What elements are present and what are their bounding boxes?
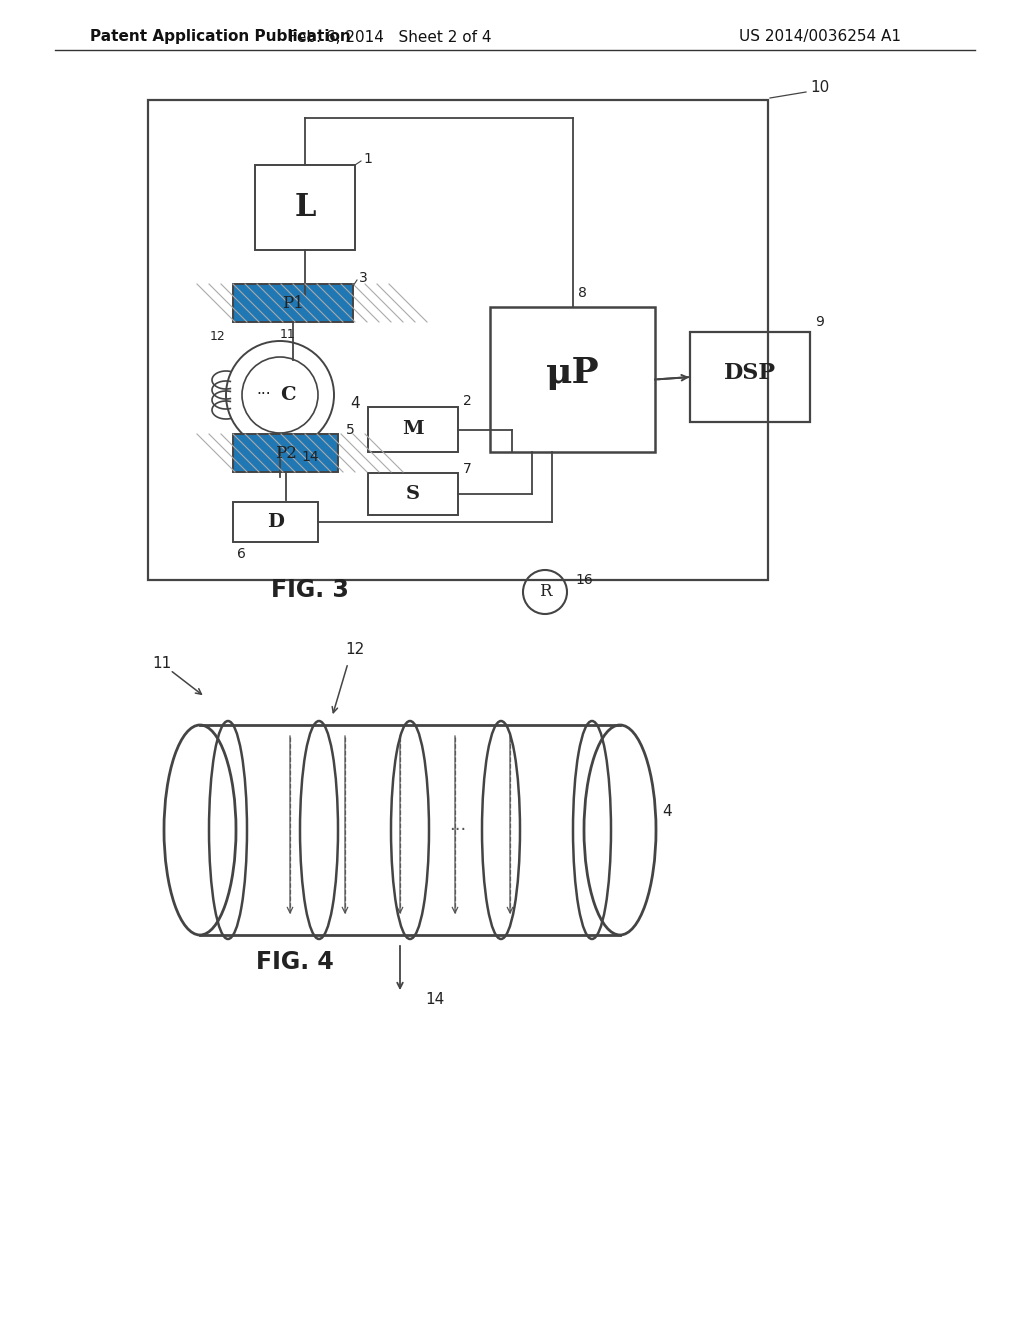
Text: 11: 11 [281, 329, 296, 342]
Text: DSP: DSP [724, 362, 776, 384]
Text: S: S [406, 484, 420, 503]
Bar [368, 473, 458, 515]
Text: M: M [402, 421, 424, 438]
Text: C: C [281, 385, 296, 404]
Text: FIG. 3: FIG. 3 [271, 578, 349, 602]
Text: 10: 10 [810, 81, 829, 95]
Text: 4: 4 [350, 396, 359, 411]
Text: R: R [539, 583, 551, 601]
Text: 8: 8 [579, 286, 587, 300]
Text: FIG. 4: FIG. 4 [256, 950, 334, 974]
Text: 16: 16 [575, 573, 593, 587]
Bar [233, 434, 338, 473]
Text: Patent Application Publication: Patent Application Publication [90, 29, 351, 45]
Text: 4: 4 [662, 804, 672, 820]
Text: 3: 3 [359, 271, 368, 285]
Bar [233, 284, 353, 322]
Text: 14: 14 [301, 450, 318, 465]
Text: 6: 6 [237, 546, 246, 561]
Bar [255, 165, 355, 249]
Bar [233, 502, 318, 543]
Text: 1: 1 [362, 152, 372, 166]
Text: US 2014/0036254 A1: US 2014/0036254 A1 [739, 29, 901, 45]
Bar [148, 100, 768, 579]
Bar [368, 407, 458, 451]
Bar [690, 333, 810, 422]
Text: 5: 5 [346, 422, 354, 437]
Text: Feb. 6, 2014   Sheet 2 of 4: Feb. 6, 2014 Sheet 2 of 4 [289, 29, 492, 45]
Text: 14: 14 [425, 993, 444, 1007]
Text: L: L [294, 191, 315, 223]
Text: μP: μP [546, 356, 599, 391]
Text: 2: 2 [463, 393, 472, 408]
Text: ···: ··· [257, 388, 271, 403]
Text: 9: 9 [815, 315, 824, 329]
Text: 11: 11 [153, 656, 172, 671]
Text: 12: 12 [345, 643, 365, 657]
Text: ···: ··· [450, 821, 467, 840]
Bar [233, 284, 353, 322]
Bar [233, 434, 338, 473]
Text: 12: 12 [210, 330, 226, 343]
Bar [490, 308, 655, 451]
Text: D: D [267, 513, 284, 531]
Text: P1: P1 [282, 294, 304, 312]
Text: P2: P2 [274, 445, 296, 462]
Text: 7: 7 [463, 462, 472, 477]
